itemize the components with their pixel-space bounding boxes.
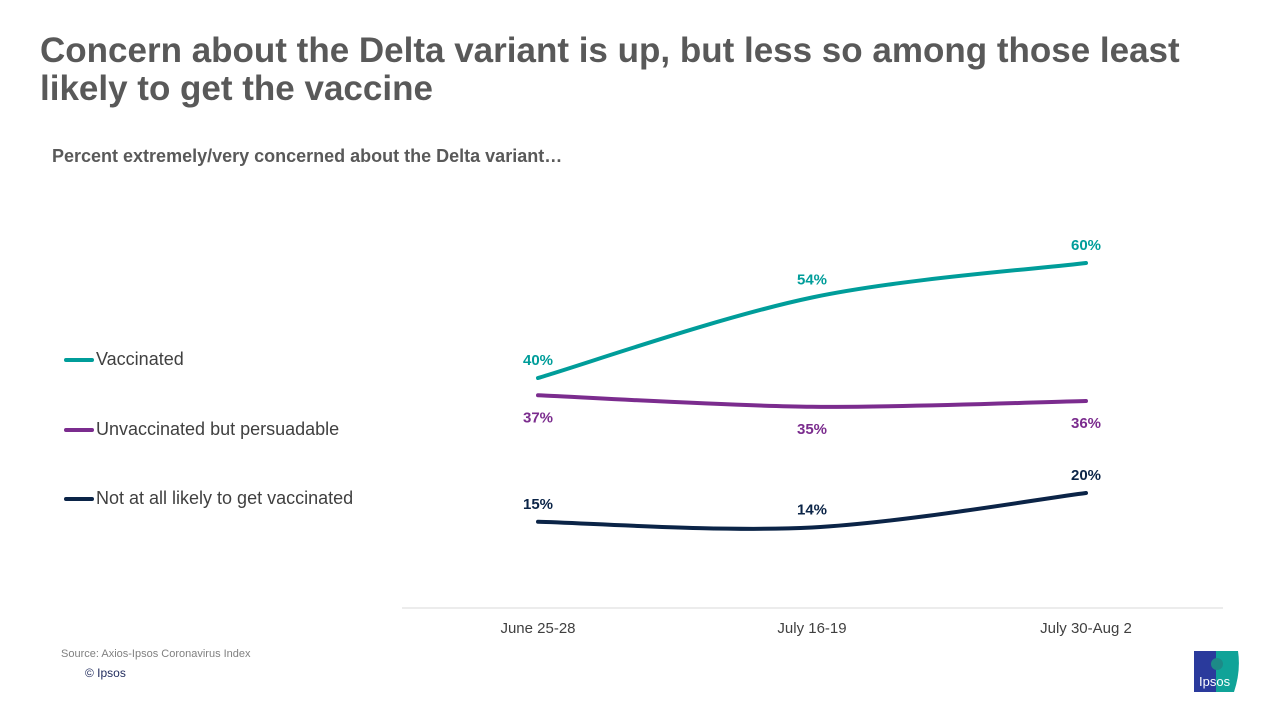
legend-swatch <box>64 357 94 362</box>
series-line <box>536 261 1088 380</box>
x-tick-label: July 16-19 <box>777 620 846 637</box>
legend-item-not-likely: Not at all likely to get vaccinated <box>64 488 353 509</box>
data-label: 15% <box>523 496 553 513</box>
ipsos-logo: Ipsos <box>1194 651 1240 692</box>
data-label: 36% <box>1071 415 1101 432</box>
copyright: © Ipsos <box>85 666 126 680</box>
data-label: 14% <box>797 502 827 519</box>
data-label: 20% <box>1071 467 1101 484</box>
x-tick-label: July 30-Aug 2 <box>1040 620 1132 637</box>
data-label: 40% <box>523 352 553 369</box>
chart-subtitle: Percent extremely/very concerned about t… <box>52 146 563 166</box>
svg-text:Ipsos: Ipsos <box>1199 674 1231 689</box>
legend-item-vaccinated: Vaccinated <box>64 349 184 370</box>
source-note: Source: Axios-Ipsos Coronavirus Index <box>61 648 251 660</box>
data-label: 35% <box>797 421 827 438</box>
data-label: 60% <box>1071 237 1101 254</box>
x-tick-label: June 25-28 <box>500 620 575 637</box>
legend-swatch <box>64 496 94 501</box>
data-label: 37% <box>523 409 553 426</box>
page-title: Concern about the Delta variant is up, b… <box>40 31 1180 108</box>
series-line <box>536 491 1088 531</box>
data-label: 54% <box>797 272 827 289</box>
series-line <box>536 393 1088 409</box>
legend-swatch <box>64 427 94 432</box>
legend-item-persuadable: Unvaccinated but persuadable <box>64 419 339 440</box>
